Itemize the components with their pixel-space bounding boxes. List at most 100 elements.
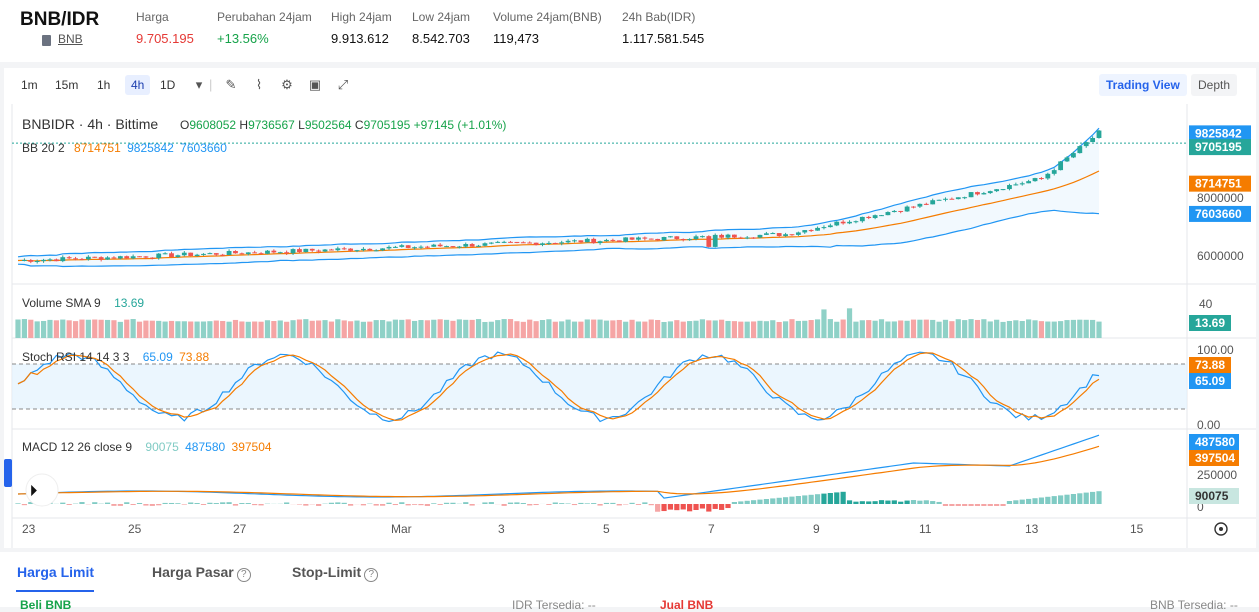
- price-tag-label: 9705195: [1195, 140, 1242, 154]
- volume-bar: [489, 322, 494, 338]
- macd-hist-bar: [1020, 500, 1025, 504]
- macd-hist-bar: [693, 504, 698, 510]
- price-chart[interactable]: 9825842970519587147517603660800000060000…: [4, 104, 1256, 548]
- macd-hist-bar: [105, 503, 110, 504]
- tab-limit[interactable]: Harga Limit: [17, 564, 94, 580]
- chevron-down-icon[interactable]: ▾: [191, 77, 207, 93]
- depth-button[interactable]: Depth: [1191, 74, 1237, 96]
- volume-bar: [521, 322, 526, 338]
- candle-body: [284, 252, 289, 253]
- volume-bar: [559, 321, 564, 338]
- volume-bar: [917, 320, 922, 338]
- help-icon[interactable]: ?: [364, 568, 378, 582]
- macd-hist-bar: [591, 503, 596, 504]
- macd-hist-bar: [1071, 494, 1076, 504]
- macd-hist-bar: [706, 504, 711, 512]
- candle-body: [457, 247, 462, 248]
- macd-hist-bar: [489, 502, 494, 504]
- candle-body: [790, 234, 795, 235]
- macd-tag-label: 90075: [1195, 489, 1229, 503]
- stat-1: Perubahan 24jam+13.56%: [217, 10, 312, 48]
- candle-body: [239, 253, 244, 254]
- candle-body: [137, 256, 142, 257]
- macd-hist-bar: [988, 504, 993, 506]
- volume-bar: [565, 320, 570, 338]
- candle-body: [169, 253, 174, 257]
- timeframe-15m[interactable]: 15m: [55, 78, 78, 92]
- macd-hist-bar: [783, 497, 788, 504]
- macd-hist-bar: [604, 503, 609, 504]
- tradingview-button[interactable]: Trading View: [1099, 74, 1187, 96]
- candle-body: [438, 245, 443, 247]
- candle-body: [1071, 153, 1076, 157]
- candle-body: [28, 260, 33, 262]
- candle-body: [905, 207, 910, 212]
- save-icon[interactable]: ▣: [307, 77, 323, 93]
- macd-hist-bar: [1058, 495, 1063, 504]
- volume-bar: [278, 320, 283, 338]
- volume-bar: [962, 320, 967, 338]
- help-icon[interactable]: ?: [237, 568, 251, 582]
- fullscreen-icon[interactable]: ⤢: [335, 77, 351, 93]
- stat-label: Perubahan 24jam: [217, 10, 312, 24]
- macd-hist-bar: [508, 503, 513, 504]
- pair-title: BNB/IDR: [20, 9, 99, 31]
- volume-bar: [681, 322, 686, 338]
- candle-body: [348, 249, 353, 251]
- candle-body: [182, 253, 187, 256]
- macd-hist-bar: [79, 502, 84, 504]
- buy-heading: Beli BNB: [20, 598, 71, 612]
- timeframe-1m[interactable]: 1m: [21, 78, 38, 92]
- bb-legend: BB 20 2 8714751 9825842 7603660: [22, 141, 227, 155]
- macd-hist-bar: [873, 501, 878, 504]
- volume-bar: [1096, 322, 1101, 338]
- tab-stop-limit[interactable]: Stop-Limit?: [292, 564, 378, 582]
- volume-bar: [892, 321, 897, 338]
- volume-bar: [700, 319, 705, 338]
- macd-hist-bar: [92, 502, 97, 504]
- macd-hist-bar: [15, 503, 20, 504]
- candle-body: [1065, 157, 1070, 161]
- candle-body: [406, 245, 411, 248]
- candle-body: [591, 239, 596, 243]
- pencil-icon[interactable]: ✎: [223, 77, 239, 93]
- volume-tag-label: 13.69: [1195, 316, 1225, 330]
- volume-bar: [15, 320, 20, 338]
- candle-body: [758, 235, 763, 238]
- volume-bar: [195, 322, 200, 338]
- gear-icon[interactable]: ⚙: [279, 77, 295, 93]
- candle-body: [54, 259, 59, 261]
- macd-hist-bar: [661, 504, 666, 511]
- volume-bar: [463, 320, 468, 338]
- macd-hist-bar: [1077, 493, 1082, 504]
- macd-hist-bar: [719, 504, 724, 510]
- candle-body: [144, 256, 149, 257]
- timeframe-4h[interactable]: 4h: [125, 75, 150, 95]
- chart-title: BNBIDR · 4h · Bittime: [22, 116, 158, 132]
- macd-hist-bar: [169, 503, 174, 504]
- timeframe-1D[interactable]: 1D: [160, 78, 175, 92]
- volume-bar: [150, 321, 155, 338]
- macd-hist-bar: [770, 498, 775, 504]
- volume-bar: [60, 320, 65, 338]
- volume-bar: [841, 320, 846, 338]
- timeframe-1h[interactable]: 1h: [97, 78, 110, 92]
- volume-bar: [316, 320, 321, 338]
- macd-hist-bar: [834, 492, 839, 504]
- volume-bar: [412, 321, 417, 338]
- macd-hist-bar: [905, 501, 910, 504]
- line-chart-icon[interactable]: ⌇: [251, 77, 267, 93]
- candle-body: [342, 248, 347, 249]
- macd-hist-bar: [502, 504, 507, 506]
- candle-body: [617, 240, 622, 241]
- tab-market[interactable]: Harga Pasar?: [152, 564, 251, 582]
- volume-bar: [457, 319, 462, 338]
- coin-link[interactable]: BNB: [58, 32, 83, 46]
- stat-4: Volume 24jam(BNB)119,473: [493, 10, 602, 48]
- x-tick: 23: [22, 522, 36, 536]
- volume-bar: [1039, 321, 1044, 338]
- coin-icon: [42, 35, 51, 46]
- candle-body: [834, 222, 839, 226]
